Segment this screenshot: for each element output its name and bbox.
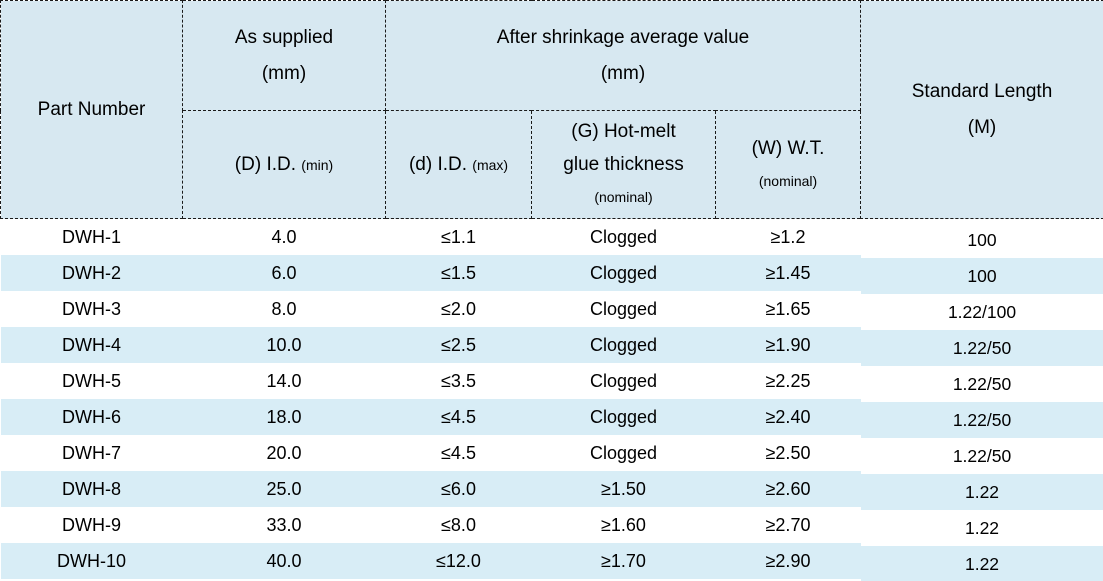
cell-wall-thickness: ≥2.40 [715, 399, 861, 435]
table-body: DWH-1 4.0 ≤1.1 Clogged ≥1.2 100 DWH-2 6.… [0, 219, 1103, 581]
cell-part-number: DWH-3 [62, 298, 121, 319]
cell-shrunk-id: ≤6.0 [385, 471, 532, 507]
header-as-supplied-unit: (mm) [261, 62, 307, 84]
cell-part-number: DWH-8 [0, 471, 183, 507]
cell-glue-thickness: ≥1.50 [531, 471, 716, 507]
cell-shrunk-id: ≤8.0 [441, 514, 476, 535]
cell-glue-thickness: Clogged [589, 298, 658, 319]
cell-supplied-id: 20.0 [266, 442, 302, 463]
header-glue-qualifier: (nominal) [594, 189, 653, 205]
cell-standard-length: 1.22 [860, 546, 1103, 581]
cell-standard-length: 1.22 [860, 474, 1103, 510]
cell-shrunk-id: ≤4.5 [441, 442, 476, 463]
cell-supplied-id: 25.0 [182, 471, 386, 507]
header-standard-length: Standard Length (M) [860, 0, 1103, 219]
cell-wall-thickness: ≥2.90 [715, 543, 861, 579]
table-header: Part Number As supplied (mm) After shrin… [0, 0, 1103, 219]
cell-shrunk-id: ≤1.5 [385, 255, 532, 291]
header-after-shrinkage-title: After shrinkage average value [496, 26, 750, 48]
cell-standard-length: 1.22/50 [952, 373, 1012, 394]
table-row: DWH-5 14.0 ≤3.5 Clogged ≥2.25 1.22/50 [1, 363, 1103, 399]
cell-part-number: DWH-4 [0, 327, 183, 363]
cell-glue-thickness: Clogged [531, 255, 716, 291]
table-row: DWH-6 18.0 ≤4.5 Clogged ≥2.40 1.22/50 [0, 399, 1103, 438]
cell-glue-thickness: ≥1.60 [601, 514, 646, 535]
cell-glue-thickness: Clogged [589, 370, 658, 391]
cell-wall-thickness: ≥1.45 [715, 255, 861, 291]
table-row: DWH-3 8.0 ≤2.0 Clogged ≥1.65 1.22/100 [1, 291, 1103, 327]
cell-standard-length: 1.22 [964, 517, 1000, 538]
cell-wall-thickness: ≥2.50 [765, 442, 811, 463]
cell-glue-thickness: ≥1.70 [531, 543, 716, 579]
cell-glue-thickness: Clogged [589, 226, 658, 247]
cell-wall-thickness: ≥1.2 [770, 226, 806, 247]
cell-glue-thickness: Clogged [531, 327, 716, 363]
table-row: DWH-10 40.0 ≤12.0 ≥1.70 ≥2.90 1.22 [0, 543, 1103, 581]
header-shrunk-id-label: (d) I.D. [408, 153, 467, 175]
header-as-supplied-title: As supplied [234, 26, 334, 48]
cell-supplied-id: 4.0 [271, 226, 297, 247]
header-supplied-id-qualifier: (min) [301, 156, 334, 173]
cell-standard-length: 1.22/50 [952, 445, 1012, 466]
header-shrunk-id: (d) I.D. (max) [385, 110, 532, 219]
table-row: DWH-9 33.0 ≤8.0 ≥1.60 ≥2.70 1.22 [1, 507, 1103, 543]
header-after-shrinkage: After shrinkage average value (mm) [384, 0, 862, 111]
cell-standard-length: 1.22/50 [860, 330, 1103, 366]
cell-supplied-id: 18.0 [182, 399, 386, 435]
header-supplied-id-label: (D) I.D. [234, 153, 297, 175]
header-wall-thickness: (W) W.T. (nominal) [714, 110, 862, 219]
cell-supplied-id: 14.0 [266, 370, 302, 391]
cell-part-number: DWH-10 [0, 543, 183, 579]
cell-part-number: DWH-9 [62, 514, 121, 535]
cell-shrunk-id: ≤3.5 [441, 370, 476, 391]
cell-supplied-id: 33.0 [266, 514, 302, 535]
cell-standard-length: 100 [860, 258, 1103, 294]
header-wall-thickness-qualifier: (nominal) [758, 172, 818, 189]
header-supplied-id: (D) I.D. (min) [182, 110, 386, 219]
cell-standard-length: 1.22/50 [860, 402, 1103, 438]
header-standard-length-unit: (M) [967, 116, 997, 138]
cell-supplied-id: 40.0 [182, 543, 386, 579]
header-standard-length-title: Standard Length [911, 80, 1053, 102]
cell-standard-length: 1.22/100 [947, 301, 1017, 322]
table-row: DWH-7 20.0 ≤4.5 Clogged ≥2.50 1.22/50 [1, 435, 1103, 471]
cell-glue-thickness: Clogged [589, 442, 658, 463]
cell-part-number: DWH-7 [62, 442, 121, 463]
cell-part-number: DWH-1 [62, 226, 121, 247]
cell-standard-length: 100 [967, 229, 997, 250]
cell-wall-thickness: ≥2.60 [715, 471, 861, 507]
cell-glue-thickness: Clogged [531, 399, 716, 435]
cell-shrunk-id: ≤12.0 [385, 543, 532, 579]
cell-part-number: DWH-5 [62, 370, 121, 391]
cell-supplied-id: 8.0 [271, 298, 297, 319]
cell-wall-thickness: ≥2.70 [765, 514, 811, 535]
header-wall-thickness-label: (W) W.T. [751, 137, 825, 159]
table-row: DWH-4 10.0 ≤2.5 Clogged ≥1.90 1.22/50 [0, 327, 1103, 366]
cell-shrunk-id: ≤1.1 [441, 226, 476, 247]
header-glue-line2: glue thickness [563, 154, 684, 175]
cell-supplied-id: 10.0 [182, 327, 386, 363]
cell-wall-thickness: ≥2.25 [765, 370, 811, 391]
cell-wall-thickness: ≥1.65 [765, 298, 811, 319]
cell-shrunk-id: ≤2.0 [441, 298, 476, 319]
cell-part-number: DWH-2 [0, 255, 183, 291]
cell-part-number: DWH-6 [0, 399, 183, 435]
cell-shrunk-id: ≤4.5 [385, 399, 532, 435]
cell-shrunk-id: ≤2.5 [385, 327, 532, 363]
header-part-number: Part Number [0, 0, 183, 219]
table-row: DWH-2 6.0 ≤1.5 Clogged ≥1.45 100 [0, 255, 1103, 294]
header-glue-line1: (G) Hot-melt [571, 121, 676, 142]
header-as-supplied: As supplied (mm) [182, 0, 386, 111]
table-row: DWH-8 25.0 ≤6.0 ≥1.50 ≥2.60 1.22 [0, 471, 1103, 510]
header-shrunk-id-qualifier: (max) [472, 156, 509, 173]
header-glue-thickness: (G) Hot-melt glue thickness (nominal) [531, 110, 716, 219]
header-after-shrinkage-unit: (mm) [600, 62, 646, 84]
cell-supplied-id: 6.0 [182, 255, 386, 291]
table-row: DWH-1 4.0 ≤1.1 Clogged ≥1.2 100 [1, 219, 1103, 256]
cell-wall-thickness: ≥1.90 [715, 327, 861, 363]
